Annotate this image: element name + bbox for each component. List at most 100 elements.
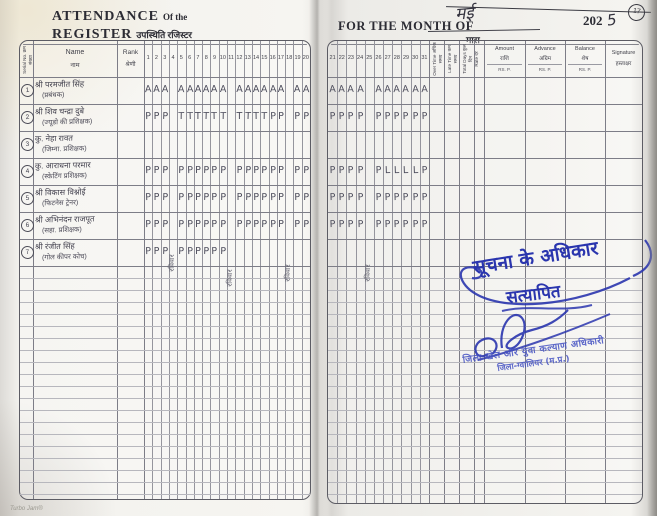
attendance-mark: P	[302, 218, 309, 231]
year-printed: 202	[583, 13, 603, 28]
grid-hline	[20, 77, 310, 78]
month-underline-top	[446, 6, 651, 13]
attendance-mark: P	[269, 164, 276, 177]
grid-hline-fine	[20, 374, 310, 375]
day-column-header: 5	[179, 55, 183, 61]
grid-hline-fine	[20, 422, 310, 423]
day-column-header: 21	[329, 55, 336, 61]
balance-header-sub: RS. P.	[568, 64, 602, 72]
attendance-mark: A	[302, 83, 310, 96]
attendance-mark: P	[412, 110, 419, 123]
table-inner-border	[23, 43, 307, 45]
grid-vline	[444, 41, 445, 503]
grid-hline	[20, 212, 310, 213]
day-column-header: 29	[402, 55, 410, 61]
attendance-mark: P	[186, 245, 193, 258]
grid-hline-fine	[20, 290, 310, 291]
attendance-mark: A	[177, 83, 185, 96]
attendance-mark: P	[153, 192, 160, 203]
grid-hline-fine	[20, 350, 310, 351]
attendance-mark: T	[195, 111, 201, 122]
attendance-mark: P	[161, 191, 168, 204]
attendance-mark: P	[161, 164, 168, 177]
attendance-mark: L	[403, 164, 409, 177]
staff-name: कु. नेहा रावत	[34, 133, 74, 144]
grid-hline-fine	[328, 326, 642, 327]
total-days-header: Total Days कुल दिन	[461, 44, 473, 74]
grid-hline-fine	[328, 470, 642, 471]
day-column-header: 8	[204, 55, 208, 61]
grid-hline	[20, 239, 310, 240]
attendance-mark: P	[302, 191, 309, 204]
attendance-mark: P	[195, 246, 201, 257]
attendance-mark: A	[236, 84, 243, 95]
grid-hline-fine	[328, 482, 642, 483]
rate-header: Rate दर	[474, 51, 479, 67]
grid-hline	[20, 131, 310, 132]
grid-hline-fine	[328, 290, 642, 291]
grid-hline-fine	[328, 374, 642, 375]
grid-vline	[355, 41, 357, 503]
attendance-mark: T	[211, 110, 218, 123]
attendance-mark: P	[402, 191, 410, 204]
grid-vline	[401, 41, 403, 503]
attendance-mark: P	[244, 218, 251, 231]
grid-hline-fine	[20, 482, 310, 483]
attendance-mark: P	[153, 165, 160, 176]
grid-hline-fine	[20, 302, 310, 303]
grid-vline	[218, 41, 220, 499]
grid-hline-fine	[20, 458, 310, 459]
grid-vline	[268, 41, 270, 499]
grid-hline-fine	[20, 362, 310, 363]
day-column-header: 30	[412, 55, 419, 61]
grid-hline	[20, 158, 310, 159]
grid-hline	[328, 158, 642, 159]
grid-hline-fine	[20, 398, 310, 399]
left-page-title: ATTENDANCE Of the REGISTER उपस्थिति रजिस…	[52, 7, 192, 44]
attendance-mark: P	[347, 110, 355, 123]
day-column-header: 10	[219, 55, 226, 61]
attendance-mark: A	[402, 83, 410, 96]
attendance-mark: P	[153, 219, 160, 230]
grid-hline	[328, 185, 642, 186]
attendance-mark: P	[302, 110, 309, 123]
balance-header-hindi: शेष	[581, 56, 589, 62]
staff-name: श्री अभिनंदन राजपूत	[34, 214, 95, 225]
grid-hline-fine	[328, 458, 642, 459]
attendance-mark: P	[145, 218, 152, 231]
serial-column-header: Serial No. क्रम संख्या	[22, 46, 33, 74]
verified-underline	[501, 304, 593, 312]
day-column-header: 1	[146, 55, 150, 61]
attendance-mark: A	[356, 83, 364, 96]
page-number-circle: 17	[626, 2, 647, 23]
attendance-mark: T	[236, 111, 243, 122]
grid-vline	[373, 41, 375, 503]
grid-hline-fine	[20, 494, 310, 495]
attendance-mark: P	[278, 111, 284, 122]
attendance-mark: A	[411, 83, 419, 96]
attendance-mark: A	[260, 83, 268, 96]
grid-vline	[193, 41, 195, 499]
grid-hline-fine	[20, 410, 310, 411]
day-column-header: 25	[366, 55, 373, 61]
attendance-mark: A	[277, 84, 285, 95]
staff-role: (गोल कीपर कोच)	[41, 253, 87, 262]
day-column-header: 4	[171, 55, 175, 61]
title-of-the: Of the	[162, 12, 188, 22]
year-handwritten: 5	[605, 10, 618, 30]
attendance-mark: P	[195, 192, 201, 203]
grid-vline	[144, 41, 145, 499]
attendance-mark: A	[161, 83, 169, 96]
amount-header-hindi: राशि	[500, 56, 509, 62]
attendance-mark: P	[211, 245, 218, 258]
attendance-mark: P	[269, 110, 276, 123]
staff-name: कु. आराधना परमार	[34, 160, 91, 171]
rank-column-header: Rank	[122, 49, 139, 56]
attendance-mark: P	[236, 192, 243, 203]
grid-vline	[285, 41, 287, 499]
grid-hline-fine	[328, 434, 642, 435]
attendance-mark: P	[211, 218, 218, 231]
grid-vline	[210, 41, 212, 499]
staff-role: (स्केटिंग प्रशिक्षक)	[41, 172, 88, 181]
name-column-header: Name	[65, 49, 85, 56]
